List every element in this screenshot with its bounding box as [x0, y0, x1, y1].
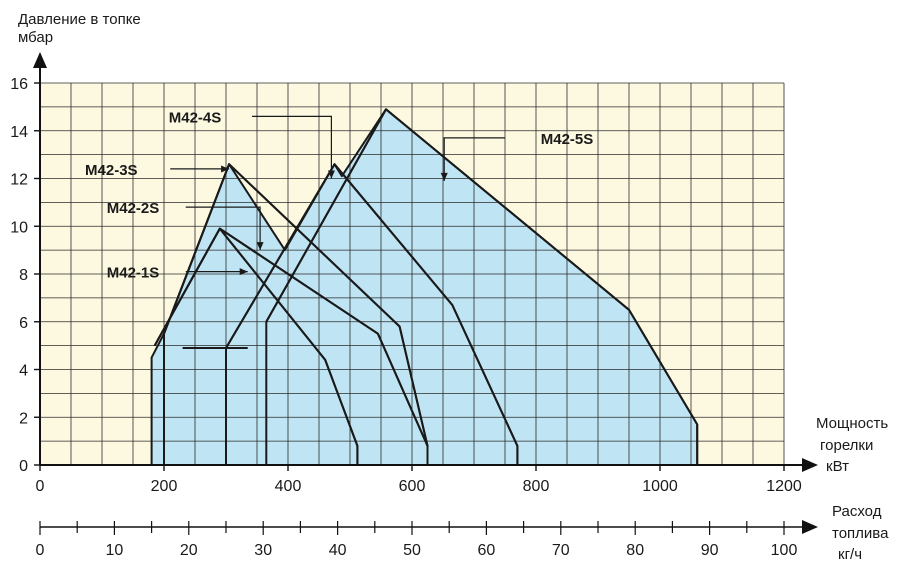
y-tick-label: 2 [19, 410, 28, 427]
y-tick-label: 14 [10, 124, 28, 141]
x-axis-unit: кВт [826, 458, 849, 475]
secondary-x-tick-label: 80 [626, 542, 644, 559]
x-tick-label: 400 [275, 478, 302, 495]
series-label-m42-4s: M42-4S [169, 109, 222, 126]
arrowhead [239, 268, 248, 276]
y-tick-label: 8 [19, 267, 28, 284]
y-tick-label: 16 [10, 76, 28, 93]
leader-line [252, 115, 332, 179]
secondary-x-tick-label: 50 [403, 542, 421, 559]
secondary-x-tick-label: 20 [180, 542, 198, 559]
secondary-x-axis-arrow [802, 520, 818, 534]
y-axis-arrow [33, 52, 47, 68]
y-tick-label: 10 [10, 219, 28, 236]
series-label-m42-3s: M42-3S [85, 162, 138, 179]
leader-line [443, 137, 505, 181]
x-tick-label: 1000 [642, 478, 678, 495]
secondary-x-tick-label: 60 [478, 542, 496, 559]
y-axis-title: Давление в топке [18, 11, 141, 28]
series-annotation: M42-3S [85, 162, 230, 179]
secondary-x-tick-label: 100 [771, 542, 798, 559]
secondary-x-tick-label: 0 [36, 542, 45, 559]
annotation-layer: M42-4S M42-3S M42-5S M42-2S M42-1S [85, 109, 593, 281]
arrowhead [256, 242, 264, 251]
series-label-m42-2s: M42-2S [107, 200, 160, 217]
y-axis-unit: мбар [18, 29, 53, 46]
x-tick-label: 600 [399, 478, 426, 495]
y-tick-label: 0 [19, 458, 28, 475]
leader-line [185, 206, 261, 251]
secondary-x-tick-label: 10 [106, 542, 124, 559]
x-axis-title-line2: горелки [820, 437, 873, 454]
secondary-x-axis-title-line2: топлива [832, 525, 889, 542]
secondary-x-tick-label: 90 [701, 542, 719, 559]
secondary-x-tick-label: 30 [254, 542, 272, 559]
secondary-x-tick-label: 70 [552, 542, 570, 559]
series-annotation: M42-5S [440, 131, 594, 181]
series-label-m42-1s: M42-1S [107, 265, 160, 282]
series-curve-m42-4s [225, 163, 519, 465]
arrowhead [221, 165, 230, 173]
axes-layer: 0 2 4 6 8 10 12 14 16 0 200 400 600 800 1000 1200 0 10 20 3… [10, 52, 818, 559]
y-tick-label: 12 [10, 172, 28, 189]
x-tick-label: 0 [36, 478, 45, 495]
series-label-m42-5s: M42-5S [541, 131, 594, 148]
series-annotation: M42-1S [107, 265, 248, 282]
x-tick-label: 200 [151, 478, 178, 495]
arrowhead [440, 172, 448, 181]
x-axis-title-line1: Мощность [816, 415, 888, 432]
series-curve-m42-3s [163, 163, 429, 465]
x-tick-label: 800 [523, 478, 550, 495]
y-tick-label: 6 [19, 315, 28, 332]
x-tick-label: 1200 [766, 478, 802, 495]
secondary-x-axis-unit: кг/ч [838, 546, 862, 563]
series-annotation: M42-2S [107, 200, 264, 251]
arrowhead [327, 170, 335, 179]
secondary-x-axis-title-line1: Расход [832, 503, 882, 520]
curve-lines-layer [150, 108, 699, 465]
series-curve-m42-5s [265, 108, 699, 465]
secondary-x-tick-label: 40 [329, 542, 347, 559]
series-annotation: M42-4S [169, 109, 335, 179]
x-axis-arrow [802, 458, 818, 472]
y-tick-label: 4 [19, 363, 28, 380]
